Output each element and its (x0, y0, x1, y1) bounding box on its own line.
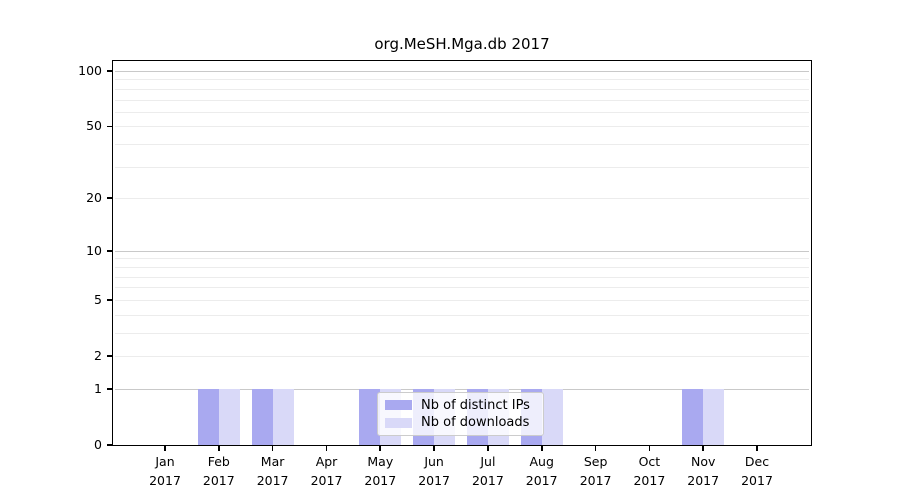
x-axis-tick (164, 446, 166, 451)
x-axis-tick-label: Aug 2017 (525, 454, 558, 488)
x-axis-tick (756, 446, 758, 451)
bar-distinct-ips (251, 388, 273, 445)
x-axis-tick-label: Apr 2017 (310, 454, 343, 488)
y-axis-tick (107, 249, 113, 252)
y-axis-tick (107, 70, 113, 72)
bar-downloads (703, 388, 725, 445)
grid-line-minor (115, 314, 809, 316)
grid-line-minor (115, 299, 809, 301)
grid-line-minor (115, 287, 809, 289)
x-axis-tick (540, 446, 543, 451)
legend-label-distinct-ips: Nb of distinct IPs (421, 397, 530, 413)
grid-line-minor (115, 198, 809, 200)
legend-swatch-downloads (385, 417, 412, 428)
bar-downloads (541, 388, 563, 445)
grid-line-minor (115, 144, 809, 146)
y-axis-tick-label: 0 (94, 437, 102, 452)
grid-line-major (115, 250, 809, 252)
x-axis-tick (594, 446, 597, 451)
y-axis-tick (107, 125, 113, 128)
y-axis-tick-label: 100 (78, 63, 102, 78)
grid-line-minor (115, 332, 809, 334)
y-axis-tick (107, 444, 113, 446)
bar-downloads (272, 388, 294, 445)
bar-distinct-ips (197, 388, 219, 445)
x-axis-tick (487, 446, 489, 451)
grid-line-minor (115, 266, 809, 268)
x-axis-tick (325, 446, 328, 451)
x-axis-tick-label: Jul 2017 (471, 454, 504, 488)
grid-line-minor (115, 99, 809, 101)
grid-line-minor (115, 111, 809, 113)
x-axis-tick-label: Sep 2017 (579, 454, 612, 488)
bar-distinct-ips (359, 388, 381, 445)
y-axis-tick-label: 2 (94, 348, 102, 363)
x-axis-tick (433, 446, 435, 451)
x-axis-tick (217, 446, 220, 451)
legend-item-distinct-ips: Nb of distinct IPs (385, 398, 536, 413)
grid-line-minor (115, 258, 809, 260)
x-axis-tick-label: Jan 2017 (149, 454, 181, 488)
y-axis-tick (107, 355, 113, 357)
x-axis-tick-label: Nov 2017 (687, 454, 720, 488)
bar-distinct-ips (682, 388, 704, 445)
x-axis-tick (702, 446, 705, 451)
y-axis-tick (107, 298, 113, 301)
grid-line-minor (115, 166, 809, 168)
x-axis-tick-label: Mar 2017 (256, 454, 289, 488)
grid-line-minor (115, 79, 809, 81)
x-axis-tick (271, 446, 274, 451)
legend-label-downloads: Nb of downloads (421, 415, 530, 431)
x-axis-tick-label: Jun 2017 (418, 454, 450, 488)
legend-swatch-distinct-ips (385, 400, 412, 411)
y-axis-tick-label: 50 (86, 118, 102, 134)
grid-line-major (115, 71, 809, 72)
x-axis-tick-label: Oct 2017 (633, 454, 666, 488)
x-axis-tick (648, 446, 651, 451)
x-axis-tick (379, 446, 382, 451)
y-axis-tick (107, 387, 113, 390)
grid-line-minor (115, 356, 809, 357)
grid-line-minor (115, 88, 809, 90)
grid-line-minor (115, 126, 809, 128)
legend-item-downloads: Nb of downloads (385, 415, 536, 430)
x-axis-tick-label: Feb 2017 (202, 454, 235, 488)
chart-title: org.MeSH.Mga.db 2017 (374, 35, 550, 53)
y-axis-tick-label: 20 (86, 190, 102, 206)
x-axis-tick-label: May 2017 (364, 454, 397, 488)
grid-line-major (115, 388, 809, 390)
bar-downloads (218, 388, 240, 445)
y-axis-tick-label: 5 (94, 291, 102, 307)
grid-line-minor (115, 276, 809, 278)
y-axis-tick-label: 10 (86, 242, 102, 258)
x-axis-tick-label: Dec 2017 (741, 454, 773, 488)
legend: Nb of distinct IPs Nb of downloads (377, 392, 544, 436)
y-axis-tick-label: 1 (94, 380, 102, 396)
y-axis-tick (107, 197, 113, 200)
